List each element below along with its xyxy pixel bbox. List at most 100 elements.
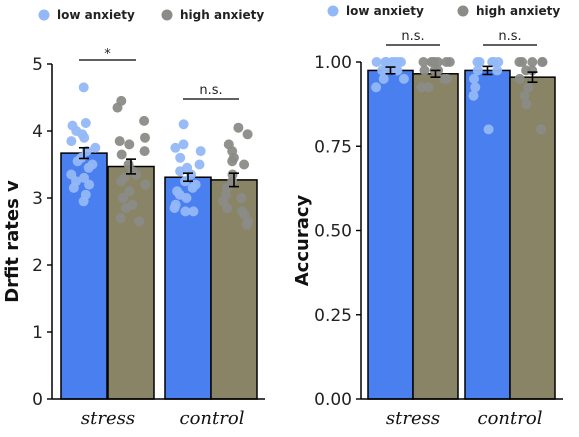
y-tick-label: 2: [32, 256, 43, 276]
data-point: [474, 57, 485, 67]
data-point: [120, 203, 131, 213]
data-point: [116, 149, 127, 160]
data-point: [371, 57, 382, 67]
data-point: [90, 142, 101, 153]
bar: [509, 76, 556, 400]
data-point: [175, 152, 186, 163]
data-point: [170, 142, 181, 153]
data-point: [78, 82, 89, 93]
data-point: [392, 65, 403, 76]
y-tick-label: 0.50: [314, 222, 352, 242]
y-axis-label: Drfit rates v: [2, 180, 23, 303]
legend-label: low anxiety: [346, 4, 424, 18]
data-point: [139, 115, 150, 126]
data-point: [66, 136, 77, 147]
data-point: [180, 206, 191, 217]
y-tick-label: 0: [32, 390, 43, 410]
y-tick-label: 0.25: [314, 306, 352, 326]
data-point: [472, 65, 483, 76]
legend-label: low anxiety: [57, 8, 135, 22]
data-point: [381, 57, 392, 67]
data-point: [134, 216, 145, 227]
data-point: [378, 73, 389, 84]
data-point: [140, 132, 150, 143]
legend-label: high anxiety: [476, 4, 560, 18]
data-point: [116, 176, 127, 187]
data-point: [181, 193, 192, 203]
data-point: [118, 193, 128, 203]
y-tick-label: 1.00: [314, 53, 352, 73]
legend-marker: [161, 9, 173, 21]
data-point: [398, 73, 409, 84]
category-label: control: [180, 408, 245, 429]
y-axis-label: Accuracy: [292, 194, 313, 286]
data-point: [423, 82, 434, 93]
data-point: [78, 196, 89, 207]
data-point: [175, 166, 186, 177]
significance-label: n.s.: [199, 83, 222, 98]
data-point: [523, 82, 534, 93]
y-tick-label: 1: [32, 323, 43, 343]
data-point: [236, 193, 247, 203]
y-tick-label: 0.00: [314, 390, 352, 410]
data-point: [124, 186, 135, 197]
data-point: [131, 169, 142, 180]
data-point: [429, 57, 440, 67]
data-point: [418, 57, 429, 67]
data-point: [80, 118, 91, 128]
category-label: stress: [386, 408, 440, 429]
data-point: [239, 159, 250, 170]
data-point: [115, 213, 126, 224]
data-point: [416, 82, 427, 93]
data-point: [241, 219, 252, 230]
data-point: [83, 162, 94, 173]
data-point: [493, 57, 504, 67]
data-point: [233, 122, 244, 133]
significance-label: *: [104, 47, 111, 62]
data-point: [483, 124, 494, 135]
legend-marker: [457, 5, 469, 17]
data-point: [442, 73, 453, 84]
data-point: [371, 82, 382, 93]
data-point: [470, 82, 481, 93]
category-label: control: [478, 408, 543, 429]
data-point: [178, 139, 189, 150]
bar: [464, 69, 511, 400]
y-tick-label: 0.75: [314, 137, 352, 157]
data-point: [188, 206, 199, 217]
data-point: [469, 73, 479, 84]
data-point: [79, 132, 90, 143]
legend-label: high anxiety: [180, 8, 264, 22]
data-point: [536, 124, 546, 135]
bar: [210, 179, 258, 400]
data-point: [194, 159, 205, 170]
data-point: [112, 102, 123, 113]
data-point: [514, 57, 525, 67]
data-point: [178, 119, 189, 130]
data-point: [468, 90, 479, 101]
y-tick-label: 3: [32, 189, 43, 209]
data-point: [124, 139, 135, 150]
data-point: [195, 146, 206, 157]
data-point: [441, 57, 452, 67]
data-point: [187, 182, 198, 193]
data-point: [519, 90, 530, 101]
data-point: [242, 129, 253, 140]
data-point: [169, 203, 180, 213]
data-point: [227, 156, 238, 167]
category-label: stress: [81, 408, 135, 429]
significance-label: n.s.: [401, 29, 424, 44]
data-point: [521, 99, 532, 110]
legend-marker: [327, 5, 339, 17]
data-point: [114, 136, 125, 147]
significance-label: n.s.: [498, 29, 521, 44]
data-point: [84, 179, 95, 190]
data-point: [139, 146, 150, 157]
data-point: [492, 65, 503, 76]
data-point: [537, 57, 548, 67]
bar: [60, 152, 108, 400]
data-point: [68, 182, 79, 193]
bar: [412, 73, 459, 400]
data-point: [222, 203, 233, 213]
